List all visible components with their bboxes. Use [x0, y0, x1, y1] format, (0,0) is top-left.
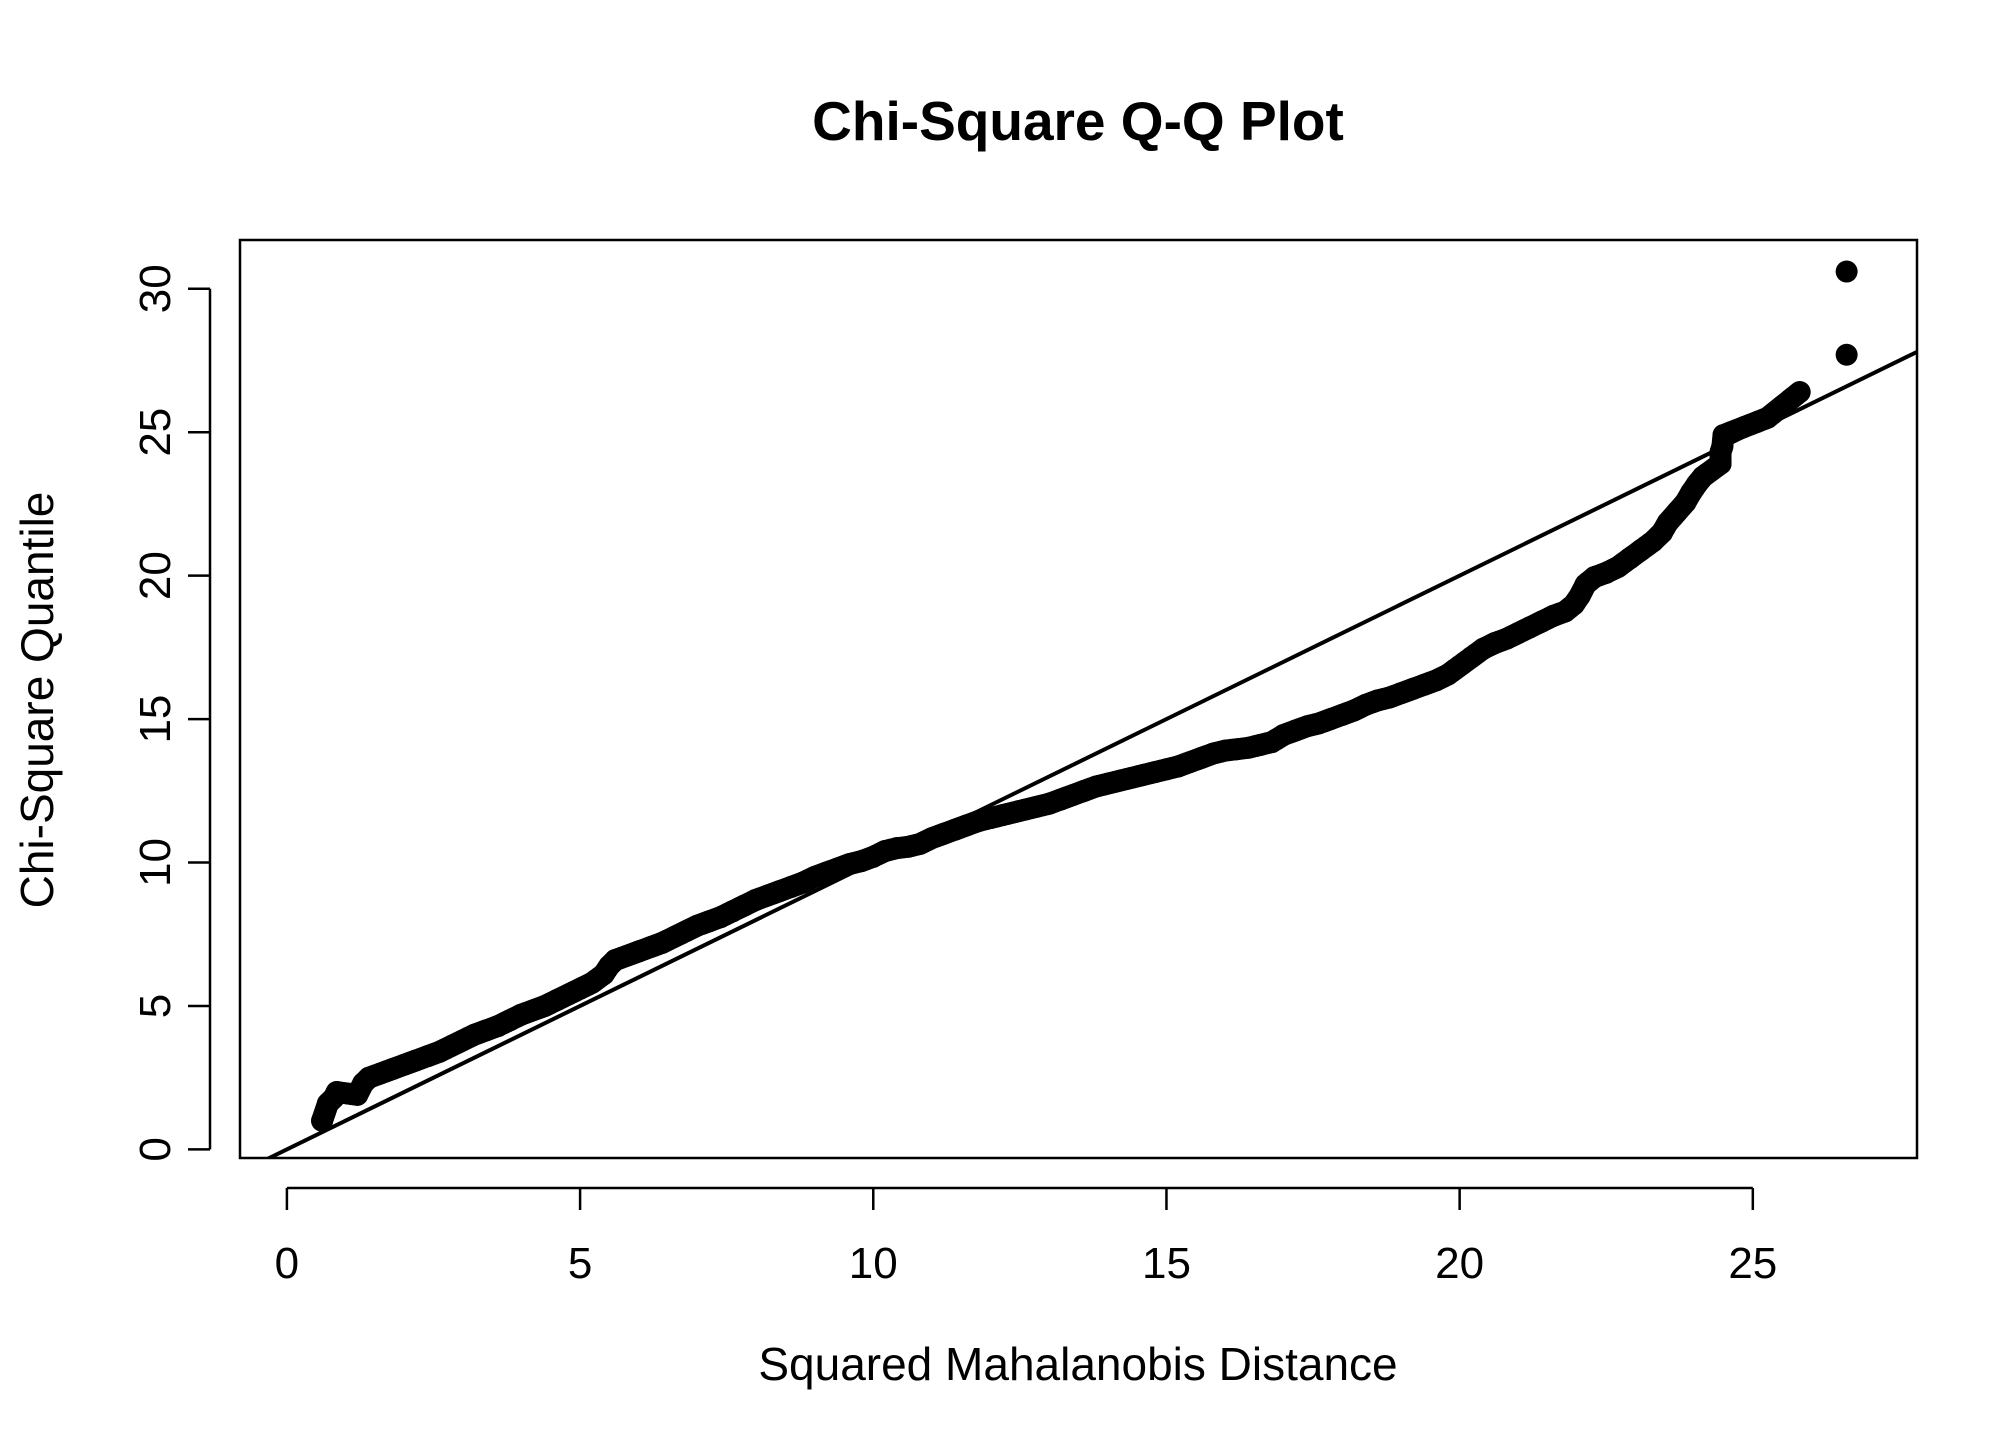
plot-frame	[238, 238, 1919, 1160]
data-point	[311, 1109, 334, 1132]
y-tick-label: 30	[131, 264, 180, 313]
x-axis-label: Squared Mahalanobis Distance	[758, 1338, 1397, 1390]
x-tick-label: 15	[1142, 1239, 1191, 1288]
y-tick-label: 15	[131, 695, 180, 744]
y-tick-label: 25	[131, 408, 180, 457]
data-point	[1756, 406, 1779, 429]
x-axis: 0 5 10 15 20 25	[275, 1186, 1777, 1288]
y-tick-label: 20	[131, 551, 180, 600]
y-tick-label: 5	[131, 994, 180, 1018]
y-axis: 0 5 10 15 20 25 30	[131, 264, 212, 1162]
plot-area	[264, 260, 1917, 1158]
reference-line	[264, 350, 1917, 1158]
x-tick-label: 10	[849, 1239, 898, 1288]
data-point	[1835, 260, 1858, 283]
y-tick-label: 0	[131, 1137, 180, 1161]
x-tick-label: 5	[568, 1239, 592, 1288]
x-tick-label: 20	[1435, 1239, 1484, 1288]
y-tick-label: 10	[131, 838, 180, 887]
data-point	[1691, 465, 1714, 488]
chart-title: Chi-Square Q-Q Plot	[812, 90, 1344, 152]
x-tick-label: 0	[275, 1239, 299, 1288]
data-point	[1788, 381, 1811, 404]
data-point	[325, 1081, 348, 1104]
data-point	[1712, 424, 1735, 447]
x-tick-label: 25	[1728, 1239, 1777, 1288]
data-point	[1835, 343, 1858, 366]
y-axis-label: Chi-Square Quantile	[11, 492, 63, 909]
